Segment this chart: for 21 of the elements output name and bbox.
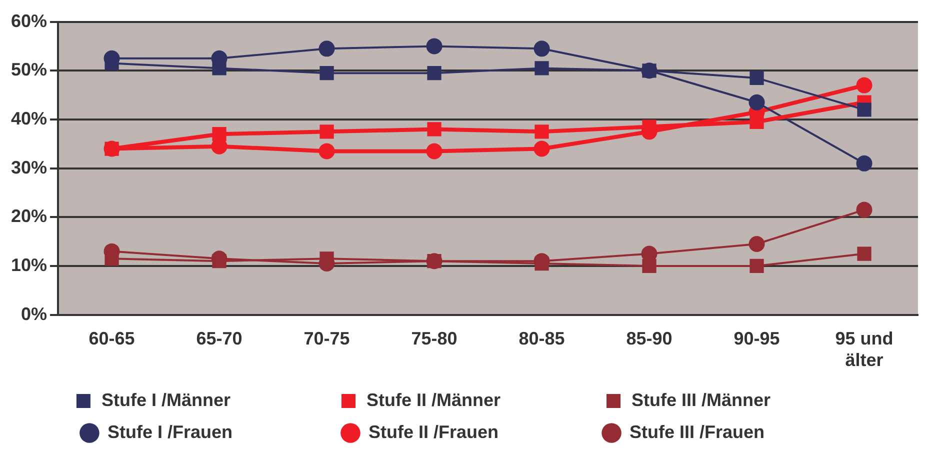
legend-label: Stufe II /Frauen	[368, 422, 589, 442]
legend-label: Stufe III /Männer	[632, 390, 856, 410]
x-tick-label: 95 und älter	[835, 328, 894, 370]
legend-label: Stufe II /Männer	[366, 390, 591, 410]
legend-label: Stufe III /Frauen	[630, 422, 850, 442]
y-tick-label: 0%	[21, 304, 48, 324]
x-tick-label: 65-70	[196, 328, 242, 349]
y-tick-label: 50%	[10, 60, 48, 80]
x-tick-label: 90-95	[734, 328, 780, 349]
x-tick-label: 80-85	[518, 328, 565, 349]
y-tick-label: 60%	[10, 10, 48, 31]
y-tick-label: 40%	[10, 108, 48, 128]
x-tick-label: 75-80	[411, 328, 458, 349]
legend-label: Stufe I /Frauen	[107, 422, 328, 442]
y-tick-label: 20%	[10, 206, 48, 226]
legend-label: Stufe I /Männer	[101, 390, 326, 410]
y-tick-label: 30%	[10, 157, 48, 178]
x-tick-label: 60-65	[88, 328, 135, 349]
x-tick-label: 85-90	[626, 328, 672, 349]
y-tick-label: 10%	[10, 254, 48, 275]
x-tick-label: 70-75	[304, 328, 350, 349]
